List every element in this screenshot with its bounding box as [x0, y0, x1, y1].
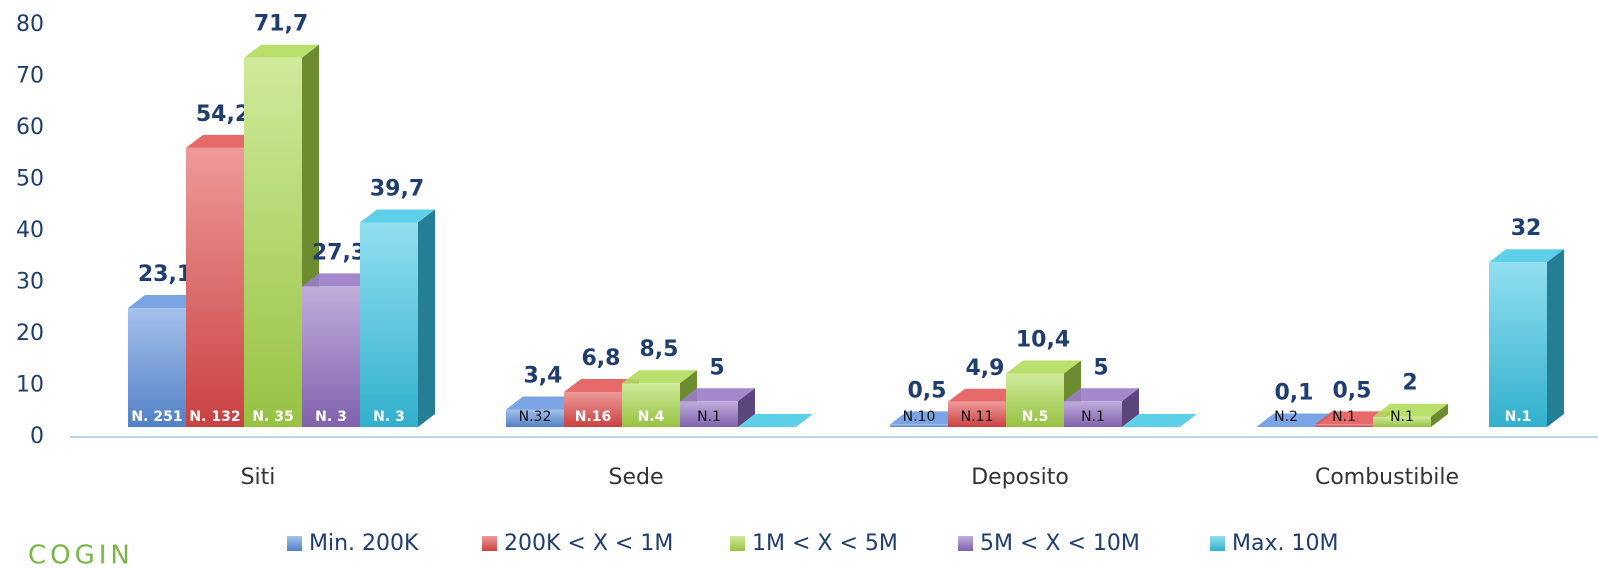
legend-swatch — [730, 536, 745, 551]
count-label: N.10 — [903, 409, 936, 425]
value-label: 0,5 — [908, 378, 947, 403]
x-tick-label: Combustibile — [1315, 465, 1459, 490]
bar — [680, 388, 755, 427]
x-tick-label: Deposito — [971, 465, 1069, 490]
bar — [360, 209, 435, 427]
count-label: N. 3 — [373, 409, 405, 425]
count-label: N.1 — [1505, 409, 1532, 425]
value-label: 0,1 — [1275, 380, 1314, 405]
bar — [1373, 403, 1448, 427]
legend-swatch — [482, 536, 497, 551]
value-label: 5 — [709, 355, 724, 380]
value-label: 10,4 — [1016, 327, 1070, 352]
legend-swatch — [958, 536, 973, 551]
legend-swatch — [1210, 536, 1225, 551]
x-tick-label: Sede — [609, 465, 664, 490]
count-label: N.1 — [697, 409, 721, 425]
bar — [1064, 388, 1139, 427]
value-label: 5 — [1093, 355, 1108, 380]
bar — [1122, 414, 1197, 427]
value-label: 0,5 — [1333, 378, 1372, 403]
y-tick-label: 0 — [30, 424, 44, 449]
count-label: N.1 — [1081, 409, 1105, 425]
y-tick-label: 20 — [16, 321, 44, 346]
y-tick-label: 80 — [16, 12, 44, 37]
count-label: N.11 — [961, 409, 994, 425]
value-label: 6,8 — [582, 346, 621, 371]
value-label: 3,4 — [524, 363, 563, 388]
x-tick-label: Siti — [241, 465, 276, 490]
value-label: 71,7 — [254, 12, 308, 37]
value-label: 27,3 — [312, 240, 366, 265]
count-label: N.4 — [638, 409, 665, 425]
y-tick-label: 40 — [16, 218, 44, 243]
count-label: N.2 — [1274, 409, 1298, 425]
value-label: 4,9 — [966, 356, 1005, 381]
value-label: 39,7 — [370, 177, 424, 202]
y-tick-label: 10 — [16, 373, 44, 398]
value-label: 23,1 — [138, 262, 192, 287]
count-label: N. 251 — [131, 409, 182, 425]
legend-swatch — [287, 536, 302, 551]
y-tick-label: 30 — [16, 270, 44, 295]
y-tick-label: 70 — [16, 64, 44, 89]
bar — [622, 370, 697, 427]
count-label: N. 35 — [252, 409, 293, 425]
bar — [738, 414, 813, 427]
bar — [1489, 249, 1564, 427]
value-label: 8,5 — [640, 337, 679, 362]
count-label: N.5 — [1022, 409, 1049, 425]
brand: COGIN — [28, 541, 134, 568]
count-label: N.1 — [1332, 409, 1356, 425]
value-label: 2 — [1402, 371, 1417, 396]
count-label: N.32 — [519, 409, 552, 425]
legend-label: 1M < X < 5M — [752, 531, 898, 556]
value-label: 32 — [1511, 216, 1542, 241]
y-tick-label: 50 — [16, 167, 44, 192]
count-label: N. 3 — [315, 409, 347, 425]
y-tick-label: 60 — [16, 115, 44, 140]
value-label: 54,2 — [196, 102, 250, 127]
bar — [948, 388, 1023, 427]
legend-label: 5M < X < 10M — [980, 531, 1140, 556]
count-label: N. 132 — [189, 409, 240, 425]
count-label: N.16 — [575, 409, 612, 425]
count-label: N.1 — [1390, 409, 1414, 425]
legend-label: 200K < X < 1M — [504, 531, 673, 556]
legend-label: Max. 10M — [1232, 531, 1338, 556]
legend-label: Min. 200K — [309, 531, 419, 556]
